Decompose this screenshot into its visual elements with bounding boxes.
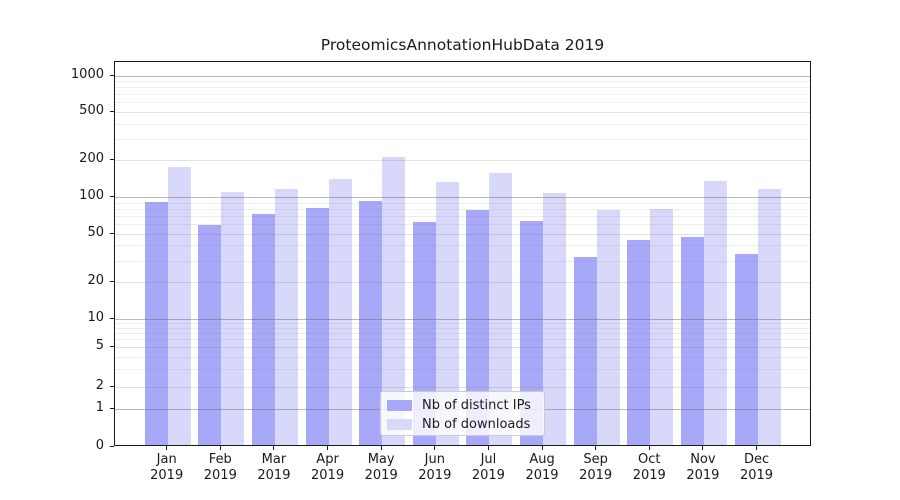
bar-nb-of-downloads-jan [167,167,191,445]
bar-nb-of-distinct-ips-jan [144,202,168,445]
x-tick-may [380,446,382,450]
plot-area [114,61,811,446]
bars-layer [115,62,810,445]
x-tick-feb [219,446,221,450]
y-axis-label-50: 50 [87,224,104,240]
bar-nb-of-distinct-ips-may [359,200,383,445]
x-axis-label-aug: Aug 2019 [525,452,559,483]
bar-nb-of-downloads-aug [543,193,567,445]
x-axis-label-feb: Feb 2019 [203,452,237,483]
legend-item-distinct-ips: Nb of distinct IPs [387,396,544,415]
bar-nb-of-downloads-feb [221,192,245,445]
x-axis-label-may: May 2019 [364,452,398,483]
bar-nb-of-distinct-ips-mar [251,213,275,445]
x-tick-aug [541,446,543,450]
y-axis-label-500: 500 [79,103,104,119]
legend-label-distinct-ips: Nb of distinct IPs [422,398,531,413]
bar-nb-of-downloads-oct [650,209,674,445]
bar-nb-of-downloads-sep [596,210,620,445]
bar-nb-of-downloads-mar [274,188,298,445]
y-axis-label-200: 200 [79,151,104,167]
bar-nb-of-distinct-ips-jun [412,221,436,445]
x-tick-jan [166,446,168,450]
bar-nb-of-downloads-jul [489,172,513,445]
x-tick-sep [595,446,597,450]
x-tick-oct [648,446,650,450]
y-axis-label-10: 10 [87,309,104,325]
x-axis-label-sep: Sep 2019 [579,452,613,483]
x-tick-dec [756,446,758,450]
x-axis-label-jan: Jan 2019 [150,452,184,483]
x-axis-label-oct: Oct 2019 [632,452,666,483]
y-axis-label-1000: 1000 [70,66,104,82]
x-axis-label-dec: Dec 2019 [739,452,774,483]
bar-nb-of-distinct-ips-feb [198,224,222,445]
y-axis-label-1: 1 [95,400,104,415]
x-axis-label-nov: Nov 2019 [686,452,720,483]
y-axis-label-5: 5 [95,338,104,353]
x-axis-label-jul: Jul 2019 [471,452,505,483]
bar-nb-of-downloads-dec [757,188,781,445]
bar-nb-of-distinct-ips-apr [305,208,329,445]
x-tick-apr [327,446,329,450]
y-axis-label-2: 2 [95,378,104,393]
legend-label-downloads: Nb of downloads [422,417,531,432]
x-axis-label-jun: Jun 2019 [418,452,452,483]
legend-box: Nb of distinct IPs Nb of downloads [380,391,545,436]
bar-nb-of-distinct-ips-sep [573,256,597,445]
x-tick-nov [702,446,704,450]
y-axis-label-20: 20 [87,272,104,288]
x-axis-label-apr: Apr 2019 [311,452,345,483]
bar-nb-of-distinct-ips-dec [734,253,758,445]
bar-nb-of-downloads-nov [703,180,727,445]
y-tick-0 [110,446,114,447]
legend-swatch-distinct-ips [387,400,412,411]
bar-nb-of-distinct-ips-oct [627,239,651,445]
y-axis-label-0: 0 [95,438,104,453]
bar-nb-of-downloads-may [382,156,406,445]
chart-title: ProteomicsAnnotationHubData 2019 [320,36,605,54]
bar-nb-of-distinct-ips-aug [520,221,544,445]
x-tick-mar [273,446,275,450]
bar-nb-of-downloads-jun [435,181,459,445]
x-tick-jul [487,446,489,450]
bar-nb-of-distinct-ips-nov [680,237,704,445]
bar-nb-of-distinct-ips-jul [466,210,490,445]
bar-nb-of-downloads-apr [328,178,352,445]
legend-item-downloads: Nb of downloads [387,415,544,434]
legend-swatch-downloads [387,419,412,430]
x-axis-label-mar: Mar 2019 [257,452,291,483]
x-tick-jun [434,446,436,450]
y-axis-label-100: 100 [79,188,104,203]
